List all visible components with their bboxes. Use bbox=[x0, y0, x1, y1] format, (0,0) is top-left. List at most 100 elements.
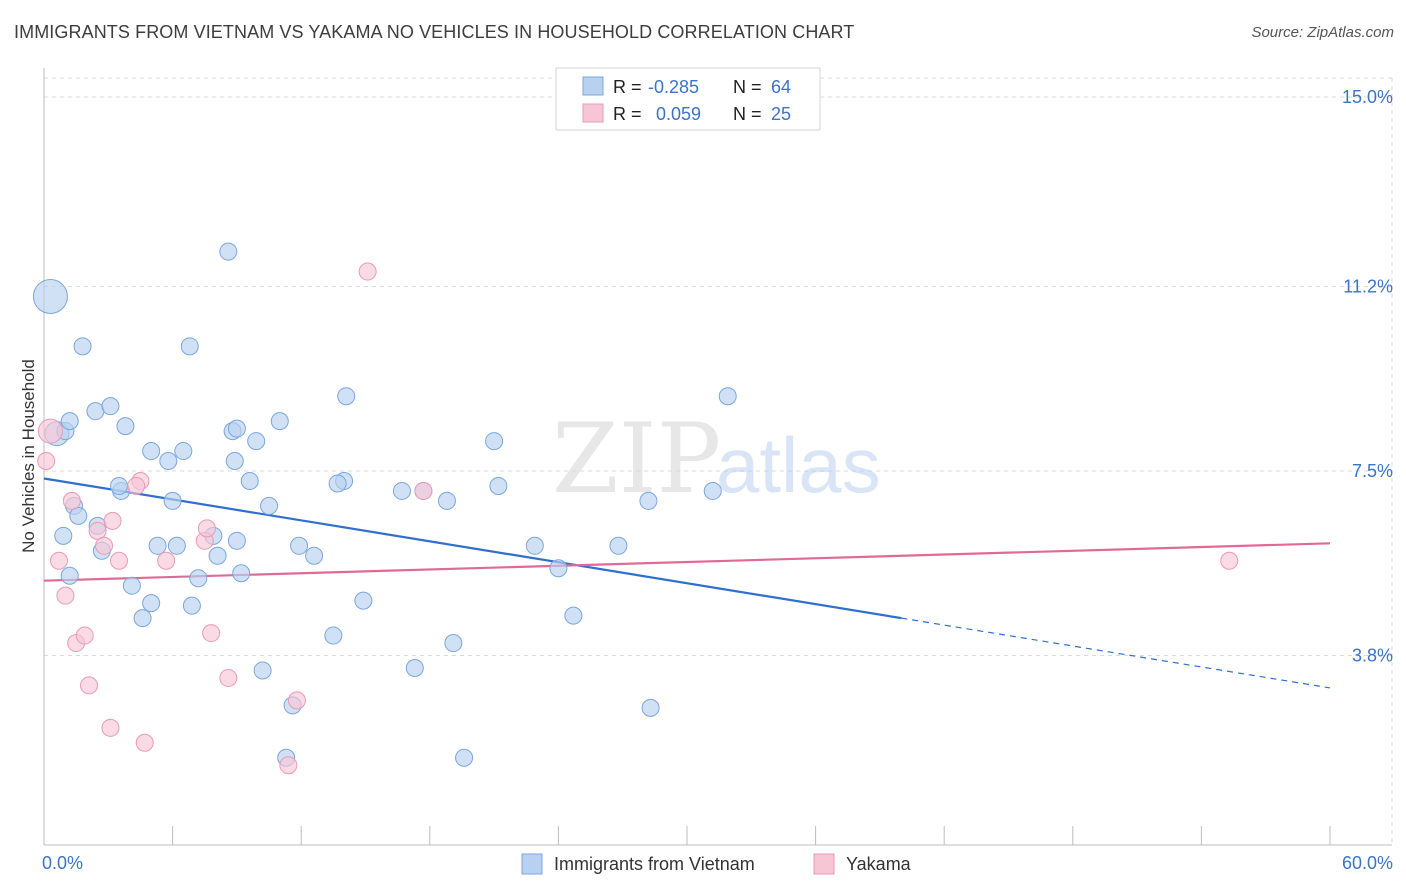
vietnam-point bbox=[180, 337, 199, 356]
series-legend-label-yakama: Yakama bbox=[846, 854, 912, 874]
vietnam-trend-line bbox=[43, 477, 902, 620]
yakama-point bbox=[110, 551, 129, 570]
yakama-point bbox=[37, 418, 63, 444]
vietnam-point bbox=[225, 452, 244, 471]
yakama-point bbox=[103, 511, 122, 530]
vietnam-point bbox=[182, 596, 201, 615]
vietnam-point bbox=[405, 658, 424, 677]
vietnam-point bbox=[337, 387, 356, 406]
trend-lines bbox=[43, 477, 1331, 689]
vietnam-point bbox=[133, 609, 152, 628]
vietnam-point bbox=[324, 626, 343, 645]
legend-n-label-pink: N = bbox=[733, 104, 762, 124]
yakama-point bbox=[1220, 551, 1239, 570]
vietnam-point bbox=[32, 278, 68, 314]
vietnam-point bbox=[142, 442, 161, 461]
x-tick-label: 0.0% bbox=[42, 853, 83, 873]
yakama-point bbox=[287, 691, 306, 710]
vietnam-point bbox=[260, 496, 279, 515]
legend-r-label-pink: R = bbox=[613, 104, 642, 124]
vietnam-point bbox=[253, 661, 272, 680]
vietnam-point bbox=[60, 566, 79, 585]
vietnam-point bbox=[219, 242, 238, 261]
yakama-point bbox=[414, 481, 433, 500]
vietnam-point bbox=[60, 412, 79, 431]
yakama-point bbox=[88, 521, 107, 540]
yakama-point bbox=[62, 491, 81, 510]
y-tick-label: 11.2% bbox=[1343, 276, 1393, 296]
vietnam-point bbox=[290, 536, 309, 555]
chart-source: Source: ZipAtlas.com bbox=[1251, 24, 1394, 41]
legend-r-value-pink: 0.059 bbox=[656, 104, 701, 124]
x-tick-label: 60.0% bbox=[1342, 853, 1393, 873]
vietnam-point bbox=[485, 432, 504, 451]
yakama-point bbox=[75, 626, 94, 645]
legend-n-value-pink: 25 bbox=[771, 104, 791, 124]
vietnam-point bbox=[116, 417, 135, 436]
vietnam-point bbox=[718, 387, 737, 406]
legend-n-value-blue: 64 bbox=[771, 77, 791, 97]
vietnam-point bbox=[148, 536, 167, 555]
vietnam-point bbox=[54, 526, 73, 545]
series-legend-swatch-vietnam bbox=[521, 853, 543, 875]
yakama-point bbox=[157, 551, 176, 570]
chart-title: IMMIGRANTS FROM VIETNAM VS YAKAMA NO VEH… bbox=[14, 22, 855, 42]
vietnam-point bbox=[69, 506, 88, 525]
yakama-point bbox=[219, 668, 238, 687]
yakama-point bbox=[95, 536, 114, 555]
yakama-point bbox=[50, 551, 69, 570]
vietnam-point bbox=[354, 591, 373, 610]
y-tick-label: 15.0% bbox=[1342, 87, 1393, 107]
vietnam-point bbox=[227, 531, 246, 550]
data-points bbox=[32, 242, 1239, 775]
yakama-point bbox=[197, 519, 216, 538]
yakama-trend-line bbox=[43, 542, 1331, 582]
vietnam-point bbox=[208, 546, 227, 565]
vietnam-point bbox=[489, 476, 508, 495]
legend-swatch-blue bbox=[582, 76, 604, 96]
vietnam-point bbox=[86, 402, 105, 421]
y-tick-label: 7.5% bbox=[1352, 461, 1393, 481]
vietnam-point bbox=[163, 491, 182, 510]
series-legend-swatch-yakama bbox=[813, 853, 835, 875]
vietnam-point bbox=[232, 564, 251, 583]
vietnam-point bbox=[142, 594, 161, 613]
vietnam-trend-extension bbox=[901, 617, 1331, 689]
tick-labels: 3.8% 7.5% 11.2% 15.0% 0.0% 60.0% bbox=[42, 87, 1393, 873]
vietnam-point bbox=[122, 576, 141, 595]
vietnam-point bbox=[247, 432, 266, 451]
vietnam-point bbox=[240, 471, 259, 490]
yakama-point bbox=[101, 718, 120, 737]
vietnam-point bbox=[564, 606, 583, 625]
legend-swatch-pink bbox=[582, 103, 604, 123]
vietnam-point bbox=[159, 452, 178, 471]
legend-n-label-blue: N = bbox=[733, 77, 762, 97]
vietnam-point bbox=[609, 536, 628, 555]
vietnam-point bbox=[641, 698, 660, 717]
y-axis-label: No Vehicles in Household bbox=[19, 359, 38, 553]
vietnam-point bbox=[639, 491, 658, 510]
vietnam-point bbox=[437, 491, 456, 510]
vietnam-point bbox=[328, 474, 347, 493]
vietnam-point bbox=[549, 559, 568, 578]
correlation-legend: R = -0.285 N = 64 R = 0.059 N = 25 bbox=[555, 67, 821, 131]
vietnam-point bbox=[174, 442, 193, 461]
vietnam-point bbox=[73, 337, 92, 356]
legend-r-label-blue: R = bbox=[613, 77, 642, 97]
yakama-point bbox=[127, 476, 146, 495]
yakama-point bbox=[279, 756, 298, 775]
vietnam-point bbox=[444, 634, 463, 653]
yakama-point bbox=[80, 676, 99, 695]
vietnam-point bbox=[305, 546, 324, 565]
vietnam-point bbox=[101, 397, 120, 416]
vietnam-point bbox=[189, 569, 208, 588]
series-legend-label-vietnam: Immigrants from Vietnam bbox=[554, 854, 755, 874]
yakama-point bbox=[358, 262, 377, 281]
vietnam-point bbox=[110, 476, 129, 495]
series-legend: Immigrants from Vietnam Yakama bbox=[521, 853, 912, 875]
vietnam-point bbox=[525, 536, 544, 555]
vietnam-point bbox=[392, 481, 411, 500]
vietnam-point bbox=[270, 412, 289, 431]
vietnam-point bbox=[703, 481, 722, 500]
